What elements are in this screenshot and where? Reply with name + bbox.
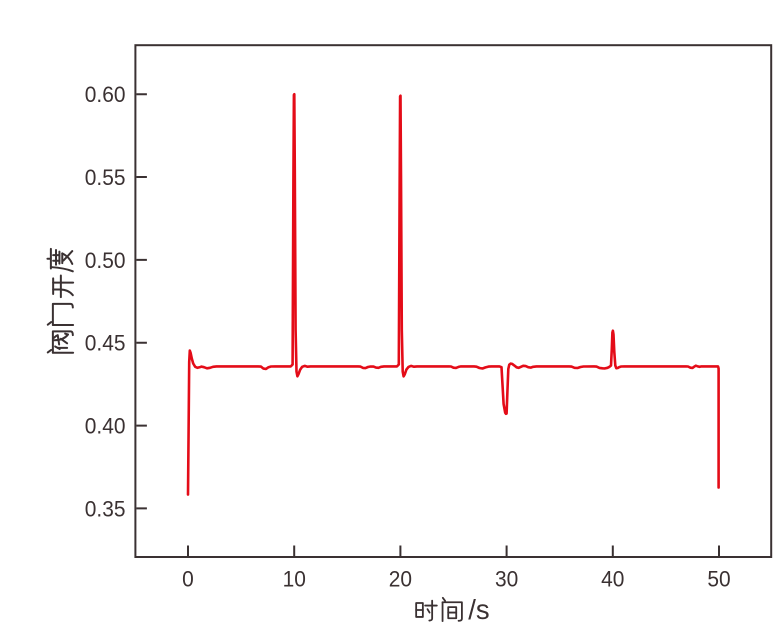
- svg-text:0.45: 0.45: [85, 330, 126, 356]
- svg-text:0.40: 0.40: [85, 413, 126, 439]
- svg-text:50: 50: [707, 566, 730, 592]
- svg-text:0.50: 0.50: [85, 247, 126, 273]
- svg-text:0.55: 0.55: [85, 164, 126, 190]
- svg-text:40: 40: [601, 566, 624, 592]
- svg-text:30: 30: [495, 566, 518, 592]
- svg-text:0.35: 0.35: [85, 496, 126, 522]
- svg-text:10: 10: [283, 566, 306, 592]
- svg-text:0: 0: [182, 566, 194, 592]
- svg-text:0.60: 0.60: [85, 81, 126, 107]
- svg-text:20: 20: [389, 566, 412, 592]
- svg-text:/s: /s: [468, 594, 489, 625]
